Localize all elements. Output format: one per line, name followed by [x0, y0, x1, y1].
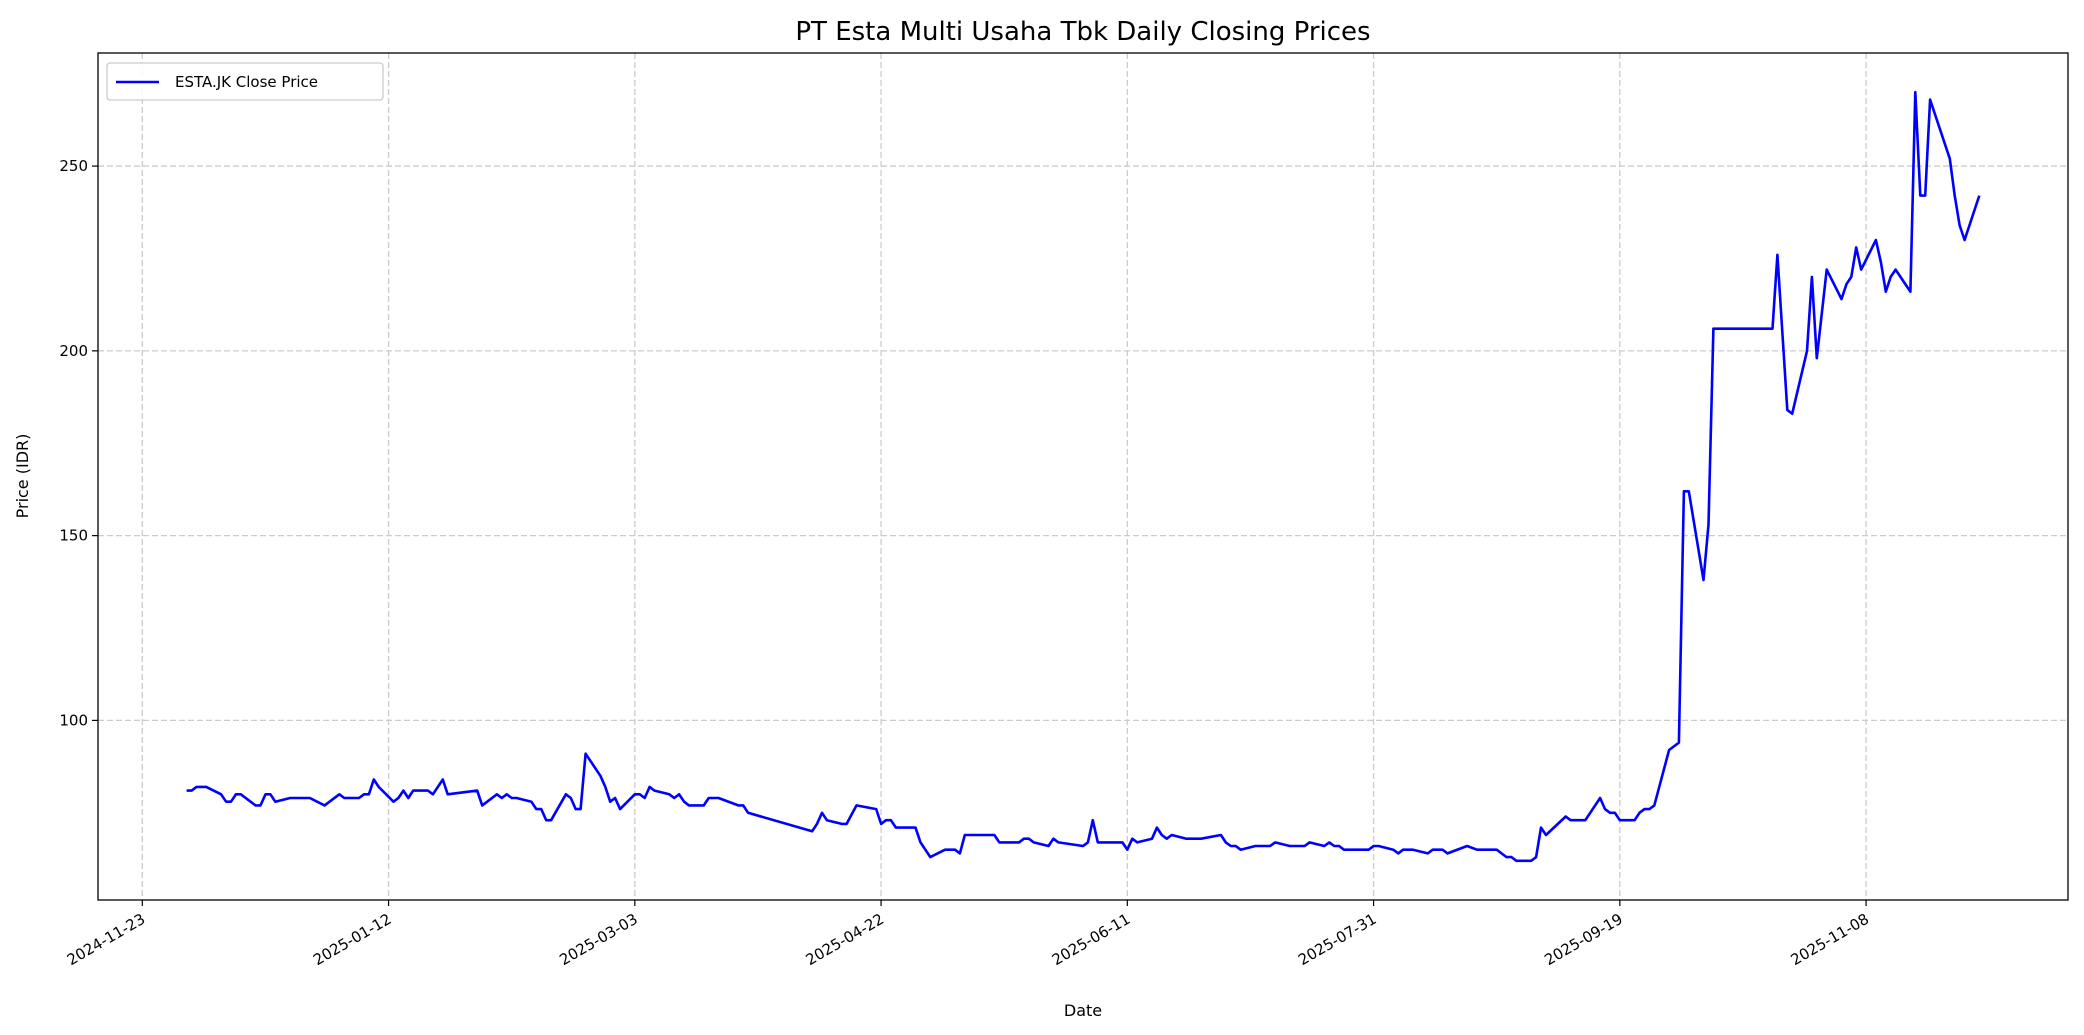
y-axis-label: Price (IDR)	[13, 434, 32, 519]
y-axis-ticks: 100 150 200 250	[59, 157, 98, 729]
x-tick-label: 2025-06-11	[1049, 910, 1134, 969]
y-tick-label: 150	[59, 527, 88, 545]
y-tick-label: 100	[59, 711, 88, 729]
x-tick-label: 2025-09-19	[1541, 910, 1626, 969]
legend: ESTA.JK Close Price	[106, 62, 384, 101]
x-tick-label: 2025-11-08	[1788, 910, 1873, 969]
chart-title: PT Esta Multi Usaha Tbk Daily Closing Pr…	[795, 17, 1370, 47]
x-axis-label: Date	[1064, 1001, 1102, 1020]
plot-area-frame	[97, 52, 2069, 901]
legend-label: ESTA.JK Close Price	[175, 73, 318, 91]
y-tick-label: 200	[59, 342, 88, 360]
x-tick-label: 2025-04-22	[803, 910, 888, 969]
grid-lines	[98, 53, 2068, 900]
series-line-close-price	[186, 90, 1981, 863]
x-axis-ticks: 2024-11-23 2025-01-12 2025-03-03 2025-04-22…	[64, 900, 1872, 969]
series-layer	[186, 90, 1981, 863]
x-tick-label: 2025-07-31	[1295, 910, 1380, 969]
legend-box	[106, 62, 384, 101]
x-tick-label: 2024-11-23	[64, 910, 149, 969]
y-tick-label: 250	[59, 157, 88, 175]
x-tick-label: 2025-01-12	[310, 910, 395, 969]
x-tick-label: 2025-03-03	[556, 910, 641, 969]
